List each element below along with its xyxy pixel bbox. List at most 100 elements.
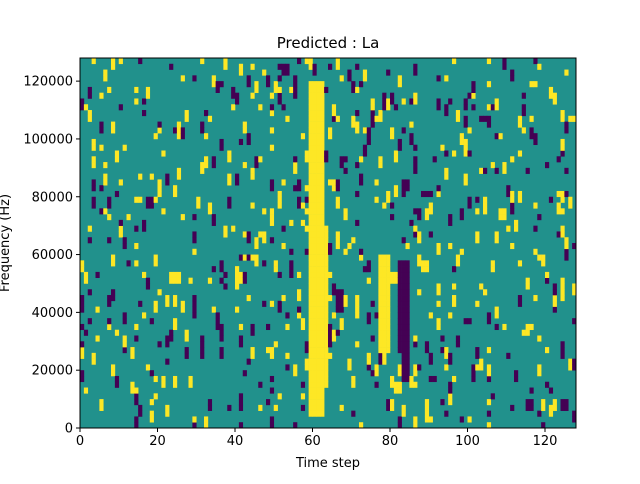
heatmap-cell xyxy=(401,179,406,186)
heatmap-cell xyxy=(436,75,441,82)
heatmap-cell xyxy=(386,277,391,284)
heatmap-cell xyxy=(320,248,325,255)
heatmap-cell xyxy=(328,127,333,134)
heatmap-cell xyxy=(386,104,391,111)
heatmap-cell xyxy=(83,329,89,336)
heatmap-cell xyxy=(397,416,402,423)
heatmap-cell xyxy=(316,312,321,319)
heatmap-cell xyxy=(479,115,484,122)
heatmap-cell xyxy=(413,335,418,342)
heatmap-cell xyxy=(308,404,313,411)
heatmap-cell xyxy=(390,404,395,411)
heatmap-cell xyxy=(316,404,321,411)
heatmap-cell xyxy=(378,323,383,331)
heatmap-cell xyxy=(382,260,387,267)
heatmap-cell xyxy=(308,358,313,365)
heatmap-cell xyxy=(355,306,360,313)
heatmap-cell xyxy=(269,110,275,117)
heatmap-cell xyxy=(308,167,313,174)
heatmap-cell xyxy=(300,404,306,411)
heatmap-cell xyxy=(316,399,321,406)
heatmap-cell xyxy=(331,312,337,319)
heatmap-cell xyxy=(80,300,85,307)
y-tick-label: 120000 xyxy=(23,75,73,90)
heatmap-cell xyxy=(382,266,387,273)
heatmap-cell xyxy=(242,254,247,261)
heatmap-cell xyxy=(107,300,112,307)
heatmap-cell xyxy=(463,150,468,157)
heatmap-cell xyxy=(200,58,205,65)
heatmap-cell xyxy=(297,271,302,278)
heatmap-cell xyxy=(362,69,368,76)
heatmap-cell xyxy=(378,266,383,273)
heatmap-cell xyxy=(149,173,154,180)
heatmap-cell xyxy=(312,329,317,336)
heatmap-cell xyxy=(533,138,538,146)
heatmap-cell xyxy=(324,347,329,354)
heatmap-cell xyxy=(444,167,449,174)
heatmap-cell xyxy=(219,329,224,336)
heatmap-cell xyxy=(351,121,356,128)
heatmap-cell xyxy=(83,104,89,111)
heatmap-cell xyxy=(219,323,224,331)
heatmap-cell xyxy=(339,295,344,302)
heatmap-cell xyxy=(417,254,422,261)
heatmap-cell xyxy=(529,133,534,140)
heatmap-cell xyxy=(138,58,143,65)
heatmap-cell xyxy=(397,387,402,394)
heatmap-cell xyxy=(448,98,453,105)
heatmap-cell xyxy=(382,312,387,319)
heatmap-cell xyxy=(258,231,263,238)
x-tick-label: 120 xyxy=(533,434,558,449)
heatmap-cell xyxy=(300,393,306,400)
heatmap-cell xyxy=(405,370,410,377)
heatmap-cell xyxy=(200,341,205,348)
heatmap-cell xyxy=(312,387,317,394)
heatmap-cell xyxy=(359,254,364,261)
heatmap-cell xyxy=(479,364,484,371)
heatmap-cell xyxy=(300,202,306,209)
heatmap-cell xyxy=(324,323,329,331)
heatmap-cell xyxy=(413,231,418,238)
heatmap-cell xyxy=(525,283,530,290)
heatmap-cell xyxy=(312,133,317,140)
heatmap-cell xyxy=(180,133,185,140)
heatmap-cell xyxy=(273,260,278,267)
heatmap-cell xyxy=(328,63,333,70)
heatmap-cell xyxy=(196,202,201,209)
heatmap-cell xyxy=(293,185,298,192)
heatmap-cell xyxy=(564,121,569,128)
heatmap-cell xyxy=(424,399,430,406)
heatmap-cell xyxy=(238,393,244,400)
heatmap-cell xyxy=(153,306,158,313)
heatmap-cell xyxy=(386,260,391,267)
heatmap-cell xyxy=(324,277,329,284)
heatmap-cell xyxy=(250,323,255,331)
heatmap-cell xyxy=(517,190,523,198)
heatmap-cell xyxy=(537,370,542,377)
heatmap-cell xyxy=(502,208,507,215)
heatmap-cell xyxy=(401,185,406,192)
heatmap-cell xyxy=(339,75,344,82)
heatmap-cell xyxy=(308,248,313,255)
heatmap-cell xyxy=(362,150,368,157)
heatmap-cell xyxy=(297,306,302,313)
heatmap-cell xyxy=(335,115,340,122)
heatmap-cell xyxy=(169,271,174,278)
heatmap-cell xyxy=(165,404,170,411)
heatmap-cell xyxy=(560,144,565,151)
heatmap-cell xyxy=(269,300,275,307)
heatmap-cell xyxy=(207,202,213,209)
heatmap-cell xyxy=(440,144,445,151)
heatmap-cell xyxy=(382,202,387,209)
heatmap-cell xyxy=(235,271,240,278)
heatmap-cell xyxy=(134,335,139,342)
heatmap-cell xyxy=(378,318,383,325)
heatmap-cell xyxy=(142,271,147,278)
heatmap-cell xyxy=(463,104,468,111)
heatmap-cell xyxy=(494,312,499,319)
heatmap-cell xyxy=(165,341,170,348)
heatmap-cell xyxy=(378,289,383,296)
heatmap-cell xyxy=(448,312,453,319)
heatmap-cell xyxy=(308,185,313,192)
